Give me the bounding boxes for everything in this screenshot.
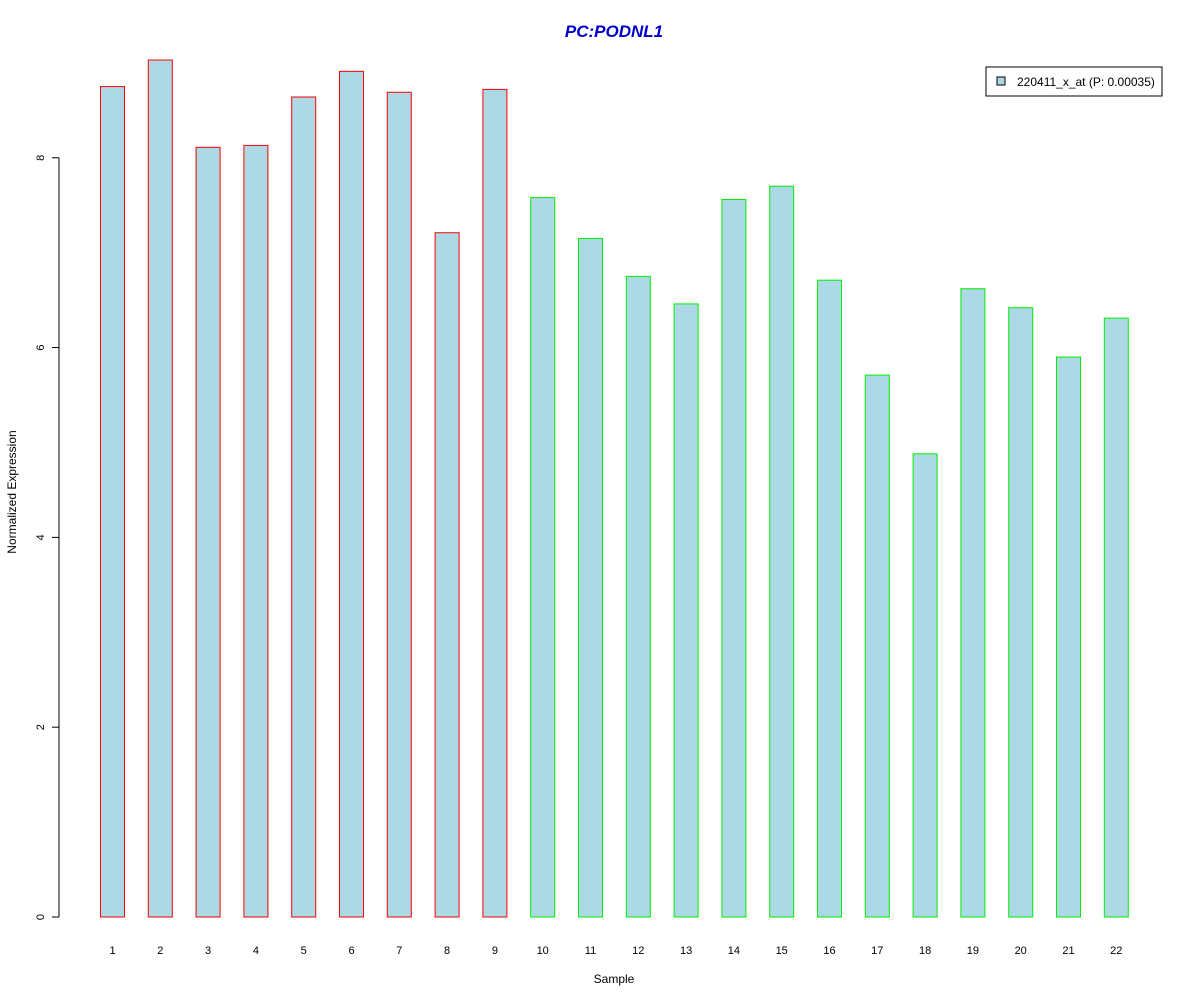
x-tick-label: 13: [680, 945, 692, 957]
bar-sample-16: [817, 279, 842, 918]
y-tick-label: 8: [35, 155, 47, 161]
x-axis-label: Sample: [594, 972, 635, 986]
bar-sample-4: [243, 144, 269, 918]
x-tick-label: 14: [728, 945, 740, 957]
x-tick-label: 18: [919, 945, 931, 957]
x-tick-label: 17: [871, 945, 883, 957]
bar-sample-9: [482, 88, 508, 918]
x-tick-label: 22: [1110, 945, 1122, 957]
x-tick-label: 11: [585, 945, 596, 957]
legend-label: 220411_x_at (P: 0.00035): [1017, 75, 1155, 89]
y-tick-label: 6: [35, 345, 47, 351]
bar-sample-7: [386, 91, 412, 918]
bar-sample-2: [147, 59, 173, 918]
x-tick-label: 12: [632, 945, 644, 957]
y-tick-label: 4: [35, 534, 47, 540]
bar-sample-14: [721, 199, 747, 918]
x-tick-label: 6: [348, 945, 354, 957]
x-tick-label: 3: [205, 945, 211, 957]
x-tick-label: 21: [1062, 945, 1074, 957]
chart-title: PC:PODNL1: [565, 22, 663, 41]
x-tick-label: 20: [1015, 945, 1027, 957]
y-tick-label: 0: [35, 914, 47, 920]
bar-sample-17: [864, 374, 890, 918]
bar-sample-13: [673, 303, 699, 918]
bar-sample-21: [1056, 356, 1081, 918]
bar-sample-6: [339, 70, 364, 918]
x-tick-label: 16: [823, 945, 835, 957]
x-tick-label: 2: [157, 945, 163, 957]
x-tick-label: 15: [776, 945, 788, 957]
x-tick-label: 7: [396, 945, 402, 957]
legend-swatch: [996, 76, 1006, 86]
bar-sample-22: [1103, 317, 1129, 918]
bar-sample-20: [1008, 307, 1034, 918]
legend: 220411_x_at (P: 0.00035): [985, 66, 1163, 97]
x-tick-label: 19: [967, 945, 979, 957]
bar-sample-1: [100, 86, 125, 918]
x-tick-label: 1: [109, 945, 115, 957]
x-tick-label: 8: [444, 945, 450, 957]
bar-sample-8: [434, 232, 460, 918]
bar-sample-19: [960, 288, 986, 918]
bar-sample-5: [291, 96, 317, 918]
bar-sample-15: [769, 185, 795, 918]
y-axis-label: Normalized Expression: [5, 430, 19, 553]
x-tick-labels: 1 2 3 4 5 6 7 8 9 10 11 12 13 14 15 16 17 18 19 20 21 22: [109, 945, 1122, 957]
x-tick-label: 5: [301, 945, 307, 957]
bar-sample-11: [578, 237, 603, 918]
x-tick-label: 10: [537, 945, 549, 957]
bar-sample-18: [912, 453, 938, 918]
legend-box: [985, 66, 1163, 97]
x-tick-label: 9: [492, 945, 498, 957]
y-axis: 0 2 4 6 8: [35, 155, 60, 920]
x-tick-label: 4: [253, 945, 259, 957]
bar-sample-3: [195, 146, 221, 918]
bars: [100, 59, 1129, 918]
y-tick-label: 2: [35, 724, 47, 730]
bar-sample-10: [530, 197, 556, 918]
bar-sample-12: [625, 275, 651, 918]
